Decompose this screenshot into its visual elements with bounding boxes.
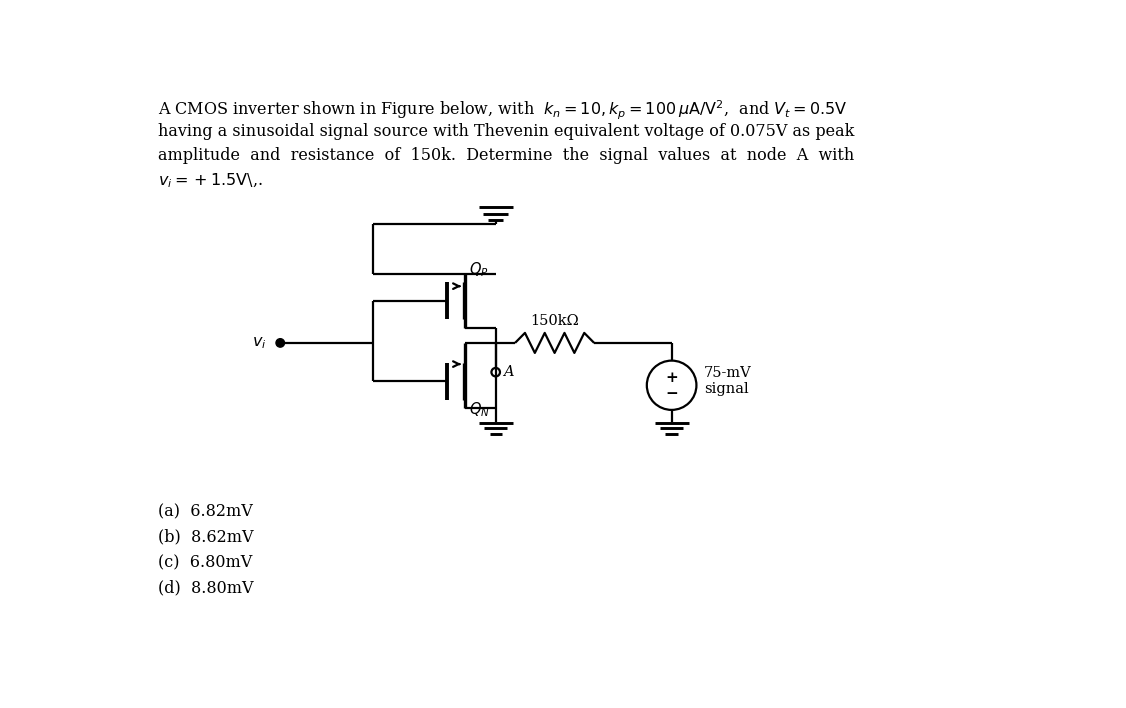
Text: having a sinusoidal signal source with Thevenin equivalent voltage of 0.075V as : having a sinusoidal signal source with T… [158,123,855,140]
Circle shape [276,338,285,347]
Text: $v_i$: $v_i$ [252,334,267,351]
Text: (c)  6.80mV: (c) 6.80mV [158,554,252,571]
Text: −: − [665,387,678,401]
Text: $Q_P$: $Q_P$ [468,261,489,279]
Text: (b)  8.62mV: (b) 8.62mV [158,528,253,545]
Text: +: + [665,370,678,384]
Text: A CMOS inverter shown in Figure below, with  $k_n = 10, k_p = 100\,\mu\mathrm{A/: A CMOS inverter shown in Figure below, w… [158,99,847,122]
Text: amplitude  and  resistance  of  150k.  Determine  the  signal  values  at  node : amplitude and resistance of 150k. Determ… [158,147,854,164]
Text: A: A [503,365,515,379]
Text: (a)  6.82mV: (a) 6.82mV [158,503,252,520]
Text: $v_i = +1.5\mathrm{V}$\,.: $v_i = +1.5\mathrm{V}$\,. [158,171,262,190]
Text: (d)  8.80mV: (d) 8.80mV [158,579,253,596]
Text: $Q_N$: $Q_N$ [468,400,490,418]
Text: 75-mV
signal: 75-mV signal [704,365,752,396]
Text: 150kΩ: 150kΩ [530,314,579,328]
